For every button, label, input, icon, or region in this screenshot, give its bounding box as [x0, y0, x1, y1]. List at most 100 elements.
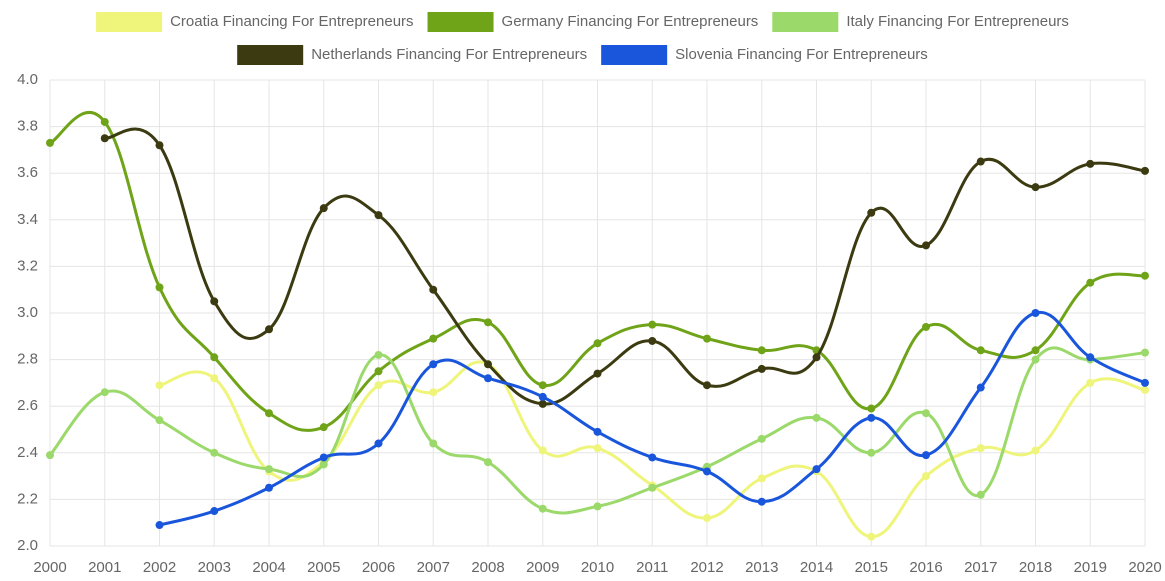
x-tick-label: 2005 [307, 559, 340, 576]
data-point [538, 504, 547, 513]
data-point [265, 483, 273, 492]
data-point [1141, 378, 1149, 387]
legend-swatch [601, 45, 668, 65]
data-point [155, 521, 164, 530]
y-tick-label: 3.8 [17, 118, 38, 135]
legend-label: Croatia Financing For Entrepreneurs [170, 13, 413, 30]
x-tick-label: 2019 [1074, 559, 1107, 576]
data-point [867, 208, 876, 217]
data-point [210, 448, 219, 457]
legend-label: Italy Financing For Entrepreneurs [846, 13, 1069, 30]
data-point [319, 423, 328, 432]
data-point [593, 502, 602, 511]
data-point [1086, 378, 1095, 387]
data-point [319, 204, 328, 213]
data-point [648, 483, 657, 492]
legend-swatch [772, 12, 839, 32]
data-point [484, 360, 492, 369]
data-point [100, 134, 109, 143]
y-tick-label: 2.0 [17, 537, 38, 554]
data-point [46, 138, 54, 147]
data-point [46, 451, 54, 460]
data-point [976, 346, 985, 355]
data-point [538, 399, 547, 408]
data-point [265, 325, 273, 334]
x-tick-label: 2000 [33, 559, 66, 576]
data-point [374, 381, 383, 390]
y-tick-label: 3.4 [17, 211, 38, 228]
data-point [210, 353, 219, 362]
data-point [703, 467, 711, 476]
data-point [210, 297, 219, 306]
data-point [210, 374, 219, 383]
data-point [155, 141, 164, 150]
data-point [484, 458, 492, 467]
data-point [210, 507, 219, 516]
data-point [100, 117, 109, 126]
data-point [812, 413, 821, 422]
data-point [538, 392, 547, 401]
data-point [100, 388, 109, 397]
legend-label: Germany Financing For Entrepreneurs [502, 13, 759, 30]
legend-swatch [427, 12, 494, 32]
y-tick-label: 2.2 [17, 490, 38, 507]
x-tick-label: 2013 [745, 559, 778, 576]
data-point [319, 460, 328, 469]
data-point [922, 409, 930, 418]
data-point [1141, 166, 1149, 175]
data-point [429, 334, 438, 343]
data-point [538, 381, 547, 390]
data-point [976, 444, 985, 453]
legend-label: Netherlands Financing For Entrepreneurs [311, 46, 587, 63]
legend-swatch [237, 45, 304, 65]
data-point [976, 157, 985, 166]
x-tick-label: 2011 [636, 559, 668, 576]
data-point [374, 439, 383, 448]
data-point [757, 497, 766, 506]
y-tick-label: 3.6 [17, 164, 38, 181]
data-point [757, 346, 766, 355]
data-point [484, 318, 492, 327]
data-point [155, 416, 164, 425]
x-tick-label: 2002 [143, 559, 176, 576]
y-tick-label: 2.8 [17, 351, 38, 368]
data-point [867, 404, 876, 413]
x-tick-label: 2010 [581, 559, 614, 576]
data-point [703, 381, 711, 390]
data-point [648, 336, 657, 345]
x-tick-label: 2012 [690, 559, 723, 576]
data-point [757, 474, 766, 483]
data-point [155, 283, 164, 292]
data-point [1086, 278, 1095, 287]
data-point [593, 427, 602, 436]
data-point [593, 369, 602, 378]
x-tick-label: 2004 [252, 559, 285, 576]
x-tick-label: 2014 [800, 559, 833, 576]
data-point [1141, 271, 1149, 280]
data-point [374, 350, 383, 359]
x-tick-label: 2018 [1019, 559, 1052, 576]
legend-swatch [96, 12, 163, 32]
data-point [265, 465, 273, 474]
data-point [1031, 446, 1040, 455]
x-tick-label: 2008 [471, 559, 504, 576]
data-point [867, 448, 876, 457]
data-point [1031, 346, 1040, 355]
data-point [593, 444, 602, 453]
data-point [1141, 385, 1149, 394]
data-point [867, 532, 876, 541]
data-point [922, 472, 930, 481]
series-line [49, 111, 1146, 432]
data-point [265, 409, 273, 418]
x-tick-label: 2015 [855, 559, 888, 576]
data-point [757, 364, 766, 373]
x-tick-label: 2020 [1128, 559, 1161, 576]
data-point [1031, 309, 1040, 317]
data-point [155, 381, 164, 390]
data-point [648, 320, 657, 329]
data-point [1086, 353, 1095, 362]
data-point [1141, 348, 1149, 357]
data-point [867, 413, 876, 422]
data-point [703, 334, 711, 343]
